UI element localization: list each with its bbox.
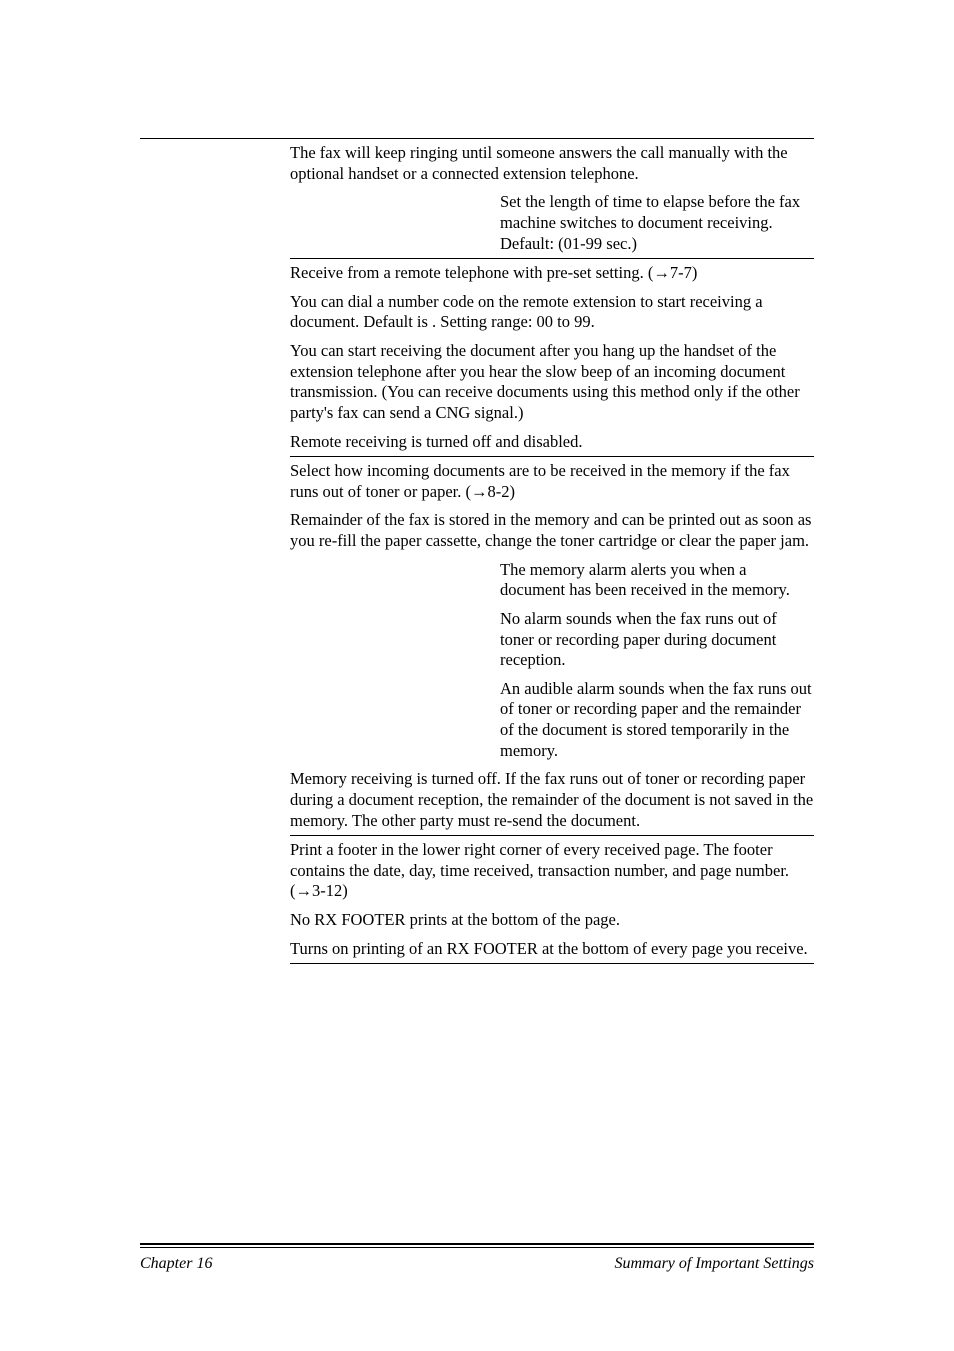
text-memory-sub1: The memory alarm alerts you when a docum… [500, 556, 814, 605]
text-manual-sub: Set the length of time to elapse before … [500, 188, 814, 258]
rule [290, 963, 814, 964]
text-memory-sub3: An audible alarm sounds when the fax run… [500, 675, 814, 766]
text-remote-1: Receive from a remote telephone with pre… [290, 259, 814, 288]
text-rxfooter-intro: Print a footer in the lower right corner… [290, 836, 814, 906]
rule-row [140, 963, 814, 964]
text-remote-3: You can start receiving the document aft… [290, 337, 814, 428]
text-memory-sub2: No alarm sounds when the fax runs out of… [500, 605, 814, 675]
text-memory-off: Memory receiving is turned off. If the f… [290, 765, 814, 835]
text-memory-remainder: Remainder of the fax is stored in the me… [290, 506, 814, 555]
text-remote-4: Remote receiving is turned off and disab… [290, 428, 814, 457]
subrow-manual: Set the length of time to elapse before … [290, 188, 814, 258]
subrow-memory-2: No alarm sounds when the fax runs out of… [290, 605, 814, 675]
footer-left: Chapter 16 [140, 1255, 212, 1273]
text-memory-intro: Select how incoming documents are to be … [290, 457, 814, 506]
page-footer: Chapter 16 Summary of Important Settings [140, 1243, 814, 1273]
footer-rule-thick [140, 1243, 814, 1245]
text-manual-intro: The fax will keep ringing until someone … [290, 139, 814, 188]
footer-right: Summary of Important Settings [614, 1255, 814, 1273]
row-manual-answer: The fax will keep ringing until someone … [140, 139, 814, 258]
row-rx-footer: Print a footer in the lower right corner… [140, 836, 814, 963]
text-rxfooter-off: No RX FOOTER prints at the bottom of the… [290, 906, 814, 935]
subrow-memory-3: An audible alarm sounds when the fax run… [290, 675, 814, 766]
text-remote-2: You can dial a number code on the remote… [290, 288, 814, 337]
footer-text-row: Chapter 16 Summary of Important Settings [140, 1248, 814, 1273]
text-rxfooter-on: Turns on printing of an RX FOOTER at the… [290, 935, 814, 964]
subrow-memory-1: The memory alarm alerts you when a docum… [290, 556, 814, 605]
page: The fax will keep ringing until someone … [0, 0, 954, 1351]
row-remote-rx: Receive from a remote telephone with pre… [140, 259, 814, 456]
content-body: The fax will keep ringing until someone … [140, 138, 814, 964]
row-memory-rx: Select how incoming documents are to be … [140, 457, 814, 835]
